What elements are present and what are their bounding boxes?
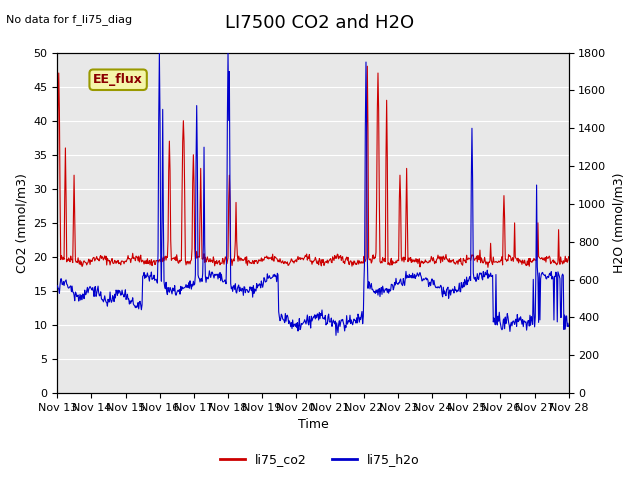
Text: No data for f_li75_diag: No data for f_li75_diag: [6, 14, 132, 25]
X-axis label: Time: Time: [298, 419, 328, 432]
Y-axis label: H2O (mmol/m3): H2O (mmol/m3): [612, 173, 625, 273]
Y-axis label: CO2 (mmol/m3): CO2 (mmol/m3): [15, 173, 28, 273]
Text: EE_flux: EE_flux: [93, 73, 143, 86]
Text: LI7500 CO2 and H2O: LI7500 CO2 and H2O: [225, 14, 415, 33]
Legend: li75_co2, li75_h2o: li75_co2, li75_h2o: [215, 448, 425, 471]
